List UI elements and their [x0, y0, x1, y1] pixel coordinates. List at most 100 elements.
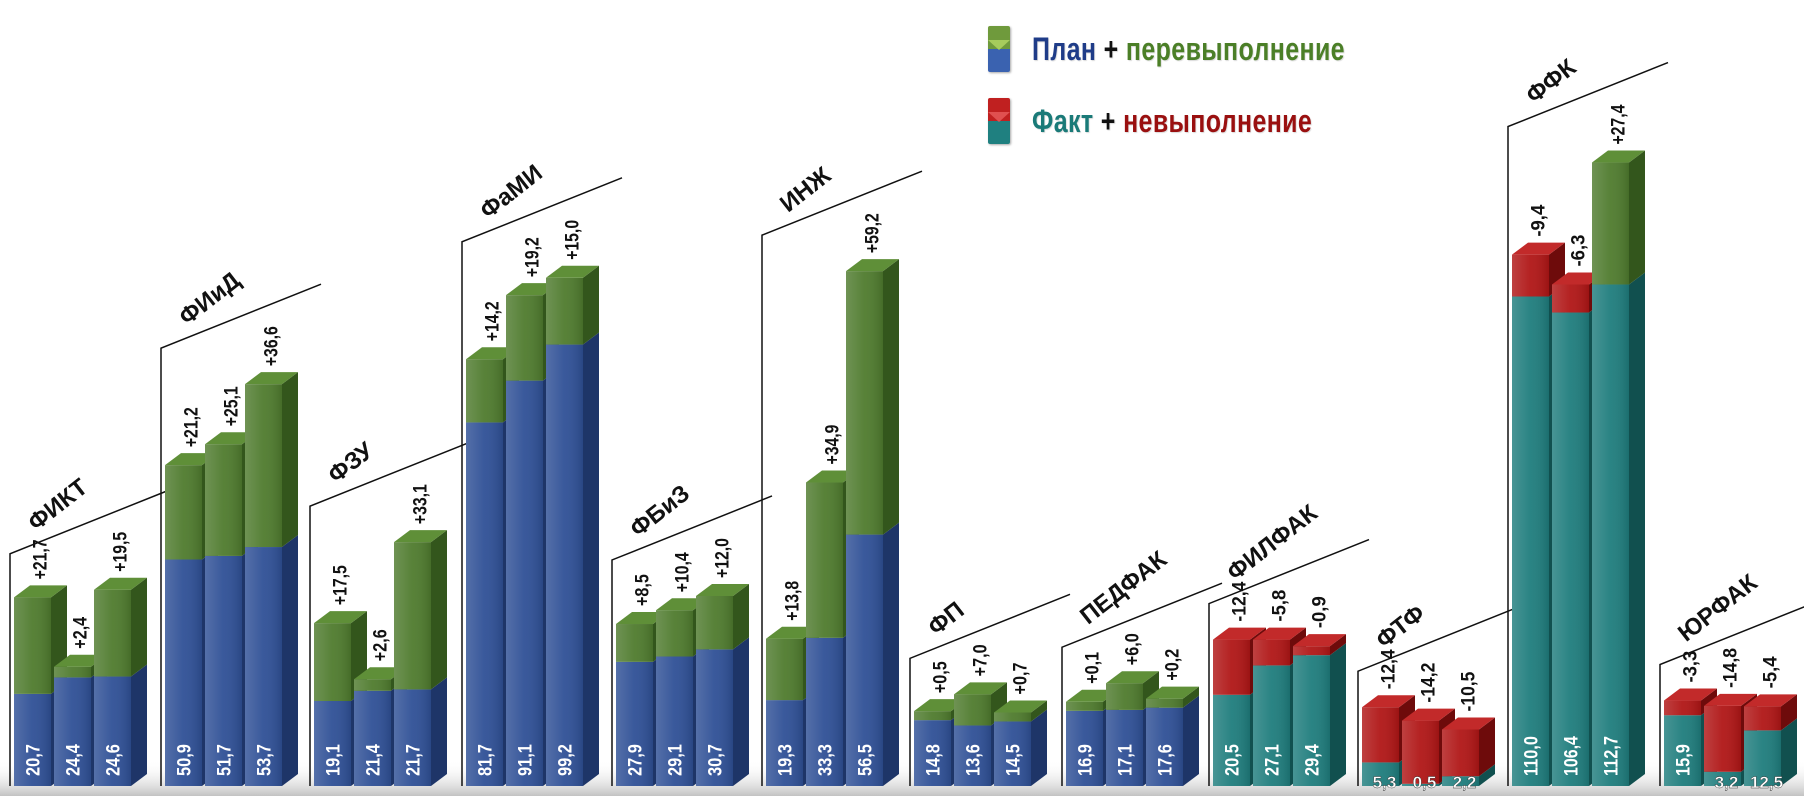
bar-base-label: 20,5: [1223, 744, 1244, 776]
bar-base-label: 50,9: [175, 744, 196, 776]
bar-base-label: 24,4: [64, 744, 85, 776]
bar-delta-label: +33,1: [411, 484, 432, 524]
bar-base-label: 91,1: [516, 744, 537, 776]
bar-base-label: 33,3: [816, 744, 837, 776]
bar: 17,6 +0,2: [1146, 649, 1199, 786]
bar-delta-segment: [1442, 717, 1495, 777]
bar-base-label: 5,3: [1373, 773, 1397, 792]
bar-delta-label: +0,2: [1163, 649, 1184, 681]
group-7: ПЕДФАК 16,9 +0,1 17,1 +6,0 17,6 +0,2: [1061, 546, 1223, 786]
bar: 29,4 -0,9: [1293, 596, 1346, 786]
floor-shadow: [0, 760, 1804, 796]
bar-delta-segment: [846, 259, 899, 535]
plan-over-swatch-icon: [988, 26, 1010, 72]
bar-delta-segment: [1146, 686, 1199, 708]
legend-plan-word: План: [1032, 30, 1097, 67]
bar-groups: ФИКТ 20,7 +21,7 24,4 +2,4 24,6 +19,5 ФИиД 50,9 +2…: [9, 54, 1804, 792]
bar-base-label: 27,1: [1263, 744, 1284, 776]
bar-delta-segment: [546, 265, 599, 345]
bar: 24,6 +19,5: [94, 531, 147, 786]
bar-delta-segment: [314, 611, 367, 702]
group-8: ФИЛФАК 20,5 -12,4 27,1 -5,8 29,4 -0,9: [1208, 499, 1370, 786]
bar-base-label: 99,2: [556, 744, 577, 776]
bar: 56,5 +59,2: [846, 213, 899, 786]
group-label: ФаМИ: [475, 160, 548, 225]
bar-delta-label: -14,8: [1721, 648, 1742, 688]
bar-base-label: 14,5: [1004, 744, 1025, 776]
legend: План + перевыполнение Факт + невыполнени…: [988, 24, 1433, 168]
group-label: ПЕДФАК: [1075, 546, 1172, 630]
bar-base-segment: [994, 709, 1047, 786]
group-3: ФаМИ 81,7 +14,2 91,1 +19,2 99,2 +15,0: [461, 160, 623, 786]
bar-base-segment: [696, 637, 749, 786]
bar-base-segment: [394, 677, 447, 786]
bar-delta-segment: [1744, 694, 1797, 731]
group-bracket-line: [309, 441, 471, 786]
bar-base-label: 3,2: [1715, 773, 1739, 792]
bar-delta-label: +27,4: [1609, 104, 1630, 144]
bar-delta-label: -6,3: [1569, 235, 1590, 267]
bar-delta-label: +8,5: [633, 574, 654, 606]
bar-base-label: 30,7: [706, 744, 727, 776]
bar-delta-segment: [994, 700, 1047, 722]
bar: 13,6 +7,0: [954, 644, 1007, 786]
group-bracket-line: [1659, 606, 1804, 786]
bar-base-segment: [1293, 643, 1346, 786]
bar-delta-segment: [1213, 627, 1266, 695]
bar: 99,2 +15,0: [546, 220, 599, 786]
bar-base-label: 29,1: [666, 744, 687, 776]
group-6: ФП 14,8 +0,5 13,6 +7,0 14,5 +0,7: [909, 593, 1071, 786]
bar-base-segment: [245, 535, 298, 786]
bar-base-label: 15,9: [1674, 744, 1695, 776]
group-0: ФИКТ 20,7 +21,7 24,4 +2,4 24,6 +19,5: [9, 473, 171, 786]
bar: 53,7 +36,6: [245, 326, 298, 786]
group-11: ЮРФАК 15,9 -3,3 3,2 -14,8 12,5 -5,4: [1659, 569, 1804, 792]
group-label: ФБиЗ: [625, 480, 695, 543]
bar-delta-label: -9,4: [1529, 204, 1550, 236]
bar-delta-label: +6,0: [1123, 633, 1144, 665]
legend-under-word: невыполнение: [1123, 102, 1313, 139]
group-bracket-line: [461, 177, 623, 786]
bar-delta-label: +25,1: [222, 386, 243, 426]
bar-base-segment: [1744, 718, 1797, 786]
bar-delta-label: +21,2: [182, 407, 203, 447]
bar-base-label: 110,0: [1522, 736, 1543, 776]
bar-delta-label: +0,5: [931, 661, 952, 693]
group-label: ФИКТ: [23, 473, 93, 536]
bar-base-label: 21,4: [364, 744, 385, 776]
bar-base-label: 53,7: [255, 744, 276, 776]
bar-delta-label: +59,2: [863, 213, 884, 253]
bar-delta-label: +0,7: [1011, 663, 1032, 695]
bar-base-label: 56,5: [856, 744, 877, 776]
bar-delta-label: +2,4: [71, 616, 92, 648]
bar-base-label: 14,8: [924, 744, 945, 776]
bar-delta-label: -0,9: [1310, 596, 1331, 628]
legend-plus-2: +: [1100, 102, 1116, 139]
group-label: ФИиД: [174, 267, 245, 331]
bar-base-label: 112,7: [1602, 736, 1623, 776]
bar: 27,1 -5,8: [1253, 590, 1306, 786]
bar: 2,2 -10,5: [1442, 671, 1495, 792]
bar-base-label: 16,9: [1076, 744, 1097, 776]
bar-base-label: 29,4: [1303, 744, 1324, 776]
bar-delta-label: +36,6: [262, 326, 283, 366]
bar-base-label: 17,1: [1116, 744, 1137, 776]
bar-delta-label: -5,4: [1761, 656, 1782, 688]
bar-delta-label: +19,5: [111, 531, 132, 571]
group-bracket-line: [611, 495, 773, 786]
group-4: ФБиЗ 27,9 +8,5 29,1 +10,4 30,7 +12,0: [611, 480, 773, 786]
legend-label-fact: Факт + невыполнение: [1032, 103, 1312, 140]
bar-delta-label: +34,9: [823, 425, 844, 465]
bar-delta-segment: [1293, 634, 1346, 656]
bar-base-segment: [1592, 272, 1645, 786]
group-bracket-line: [1357, 606, 1519, 786]
group-bracket-line: [1507, 61, 1669, 786]
bar-delta-segment: [245, 372, 298, 548]
bar-base-segment: [846, 522, 899, 786]
bar-delta-segment: [1664, 688, 1717, 716]
bar-delta-label: +12,0: [713, 538, 734, 578]
bar-base-label: 2,2: [1453, 773, 1477, 792]
